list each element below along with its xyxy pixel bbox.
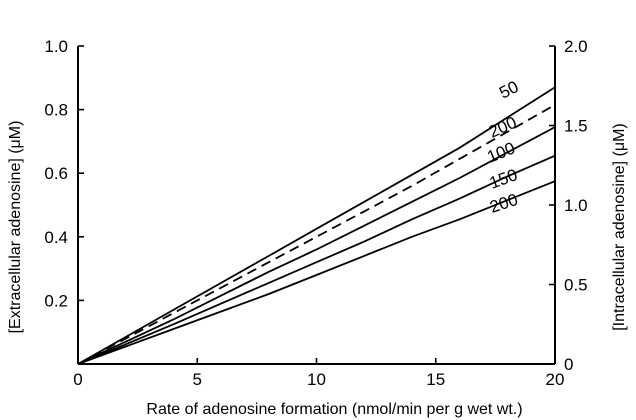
left-y-tick-label: 0.2 bbox=[44, 291, 68, 310]
x-tick-label: 10 bbox=[307, 370, 326, 389]
curve-label: 200 bbox=[486, 113, 520, 142]
x-tick-label: 20 bbox=[546, 370, 565, 389]
left-y-tick-label: 0.8 bbox=[44, 101, 68, 120]
left-y-axis-title: [Extracellular adenosine] (μM) bbox=[7, 121, 24, 334]
curve-50 bbox=[77, 86, 556, 365]
curve-label: 200 bbox=[487, 190, 520, 217]
right-y-tick-label: 0 bbox=[564, 355, 573, 374]
right-y-tick-label: 0.5 bbox=[564, 276, 588, 295]
right-y-tick-label: 2.0 bbox=[564, 37, 588, 56]
left-y-tick-label: 1.0 bbox=[44, 37, 68, 56]
curve-label: 50 bbox=[496, 77, 521, 103]
curve-100 bbox=[77, 126, 556, 365]
right-y-tick-label: 1.0 bbox=[564, 196, 588, 215]
right-y-tick-label: 1.5 bbox=[564, 117, 588, 136]
left-y-tick-label: 0.6 bbox=[44, 164, 68, 183]
curve-label: 150 bbox=[487, 165, 520, 193]
x-tick-label: 5 bbox=[193, 370, 202, 389]
x-tick-label: 0 bbox=[73, 370, 82, 389]
right-y-axis-title: [Intracellular adenosine] (μM) bbox=[611, 123, 628, 331]
curve-200-dashed bbox=[77, 104, 556, 365]
curve-200 bbox=[77, 180, 556, 365]
curves bbox=[77, 86, 556, 365]
axes: 0 5 10 15 20 0.2 0.4 0.6 0.8 1.0 0 0.5 1.0 1.5 2.0 bbox=[44, 37, 587, 389]
x-axis-title: Rate of adenosine formation (nmol/min pe… bbox=[146, 401, 522, 418]
left-y-tick-label: 0.4 bbox=[44, 228, 68, 247]
curve-150 bbox=[77, 154, 556, 365]
labels: Rate of adenosine formation (nmol/min pe… bbox=[7, 77, 628, 418]
x-tick-label: 15 bbox=[426, 370, 445, 389]
